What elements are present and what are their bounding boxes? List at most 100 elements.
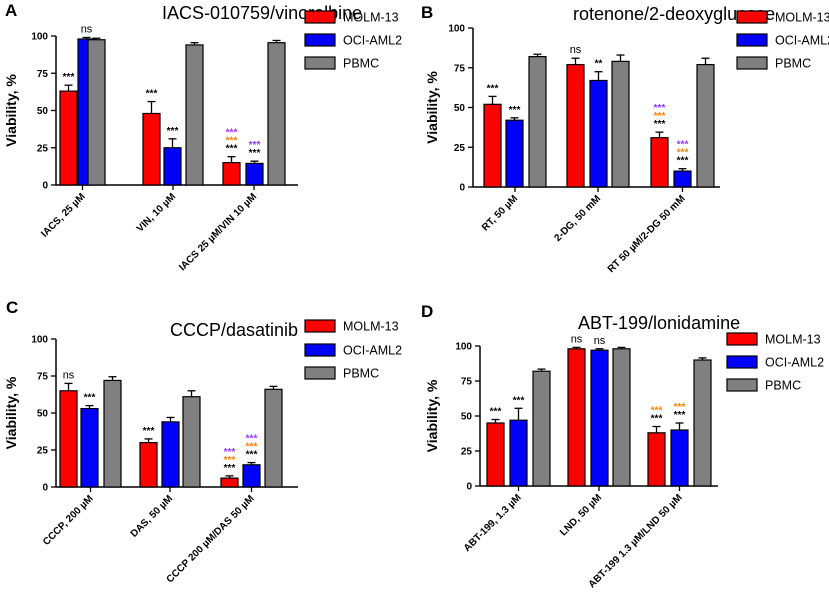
y-tick-label: 0 <box>42 483 48 494</box>
significance-stars: *** <box>226 144 238 155</box>
ns-label: ns <box>63 369 75 381</box>
bar-pbmc-1 <box>87 39 106 186</box>
legend-swatch-pbmc <box>726 378 758 392</box>
legend-swatch-pbmc <box>736 56 768 70</box>
panel-letter: D <box>421 302 433 321</box>
ns-label: ns <box>81 23 93 35</box>
significance-stars: *** <box>63 72 75 83</box>
y-axis-label: Viability, % <box>424 379 440 452</box>
legend: MOLM-13 OCI-AML2 PBMC <box>736 10 829 71</box>
bar-pbmc-2 <box>611 60 630 188</box>
panel-c: C CCCP/dasatinib Viability, % 0 25 50 75 100 ns *… <box>3 298 402 585</box>
significance-stars: *** <box>224 455 236 466</box>
legend-label: PBMC <box>775 57 811 71</box>
category-label: ABT-199, 1.3 µM <box>462 492 524 554</box>
bar-pbmc-3 <box>696 63 715 188</box>
legend-label: OCI-AML2 <box>343 344 402 358</box>
significance-stars: *** <box>654 103 666 114</box>
y-tick-label: 100 <box>448 24 465 35</box>
bar-molm-13-1 <box>59 90 78 186</box>
y-axis-label: Viability, % <box>3 74 19 147</box>
bar-oci-aml2-3 <box>245 162 264 186</box>
bar-molm-13-2 <box>139 442 158 488</box>
significance-stars: *** <box>246 450 258 461</box>
y-tick-label: 0 <box>459 183 465 194</box>
category-label: RT, 50 µM <box>480 193 520 233</box>
chart-title: ABT-199/lonidamine <box>578 313 740 333</box>
legend-label: MOLM-13 <box>343 11 399 25</box>
category-label: IACS 25 µM/VIN 10 µM <box>177 191 259 273</box>
legend-swatch-molm-13 <box>736 10 768 24</box>
y-tick-label: 100 <box>455 342 472 353</box>
significance-stars: *** <box>654 119 666 130</box>
y-tick-label: 75 <box>461 377 473 388</box>
legend-label: PBMC <box>343 367 379 381</box>
y-tick-label: 0 <box>42 181 48 192</box>
y-tick-label: 25 <box>37 143 49 154</box>
legend-swatch-molm-13 <box>726 332 758 346</box>
y-tick-label: 75 <box>454 63 466 74</box>
category-label: ABT-199 1.3 µM/LND 50 µM <box>587 492 685 590</box>
bar-molm-13-1 <box>59 390 78 488</box>
bar-oci-aml2-2 <box>163 147 182 186</box>
bar-molm-13-3 <box>222 162 241 186</box>
bar-pbmc-1 <box>528 56 547 188</box>
legend-label: MOLM-13 <box>343 320 399 334</box>
ns-label: ns <box>594 335 606 347</box>
bar-molm-13-1 <box>483 103 502 188</box>
significance-stars: *** <box>224 463 236 474</box>
significance-stars: *** <box>246 442 258 453</box>
significance-stars: *** <box>143 426 155 437</box>
chart-title: rotenone/2-deoxyglucose <box>573 4 775 24</box>
chart-title: CCCP/dasatinib <box>170 320 298 340</box>
bar-oci-aml2-3 <box>670 429 689 487</box>
bar-oci-aml2-2 <box>590 349 609 487</box>
bar-pbmc-3 <box>267 42 286 186</box>
bar-molm-13-3 <box>647 432 666 487</box>
bar-oci-aml2-3 <box>673 170 692 188</box>
y-tick-label: 25 <box>454 143 466 154</box>
bar-pbmc-1 <box>532 370 551 487</box>
bar-molm-13-2 <box>567 348 586 487</box>
legend-label: OCI-AML2 <box>343 34 402 48</box>
legend-swatch-oci-aml2 <box>304 33 336 47</box>
y-tick-label: 50 <box>37 409 49 420</box>
panel-letter: A <box>5 1 17 20</box>
significance-stars: *** <box>674 402 686 413</box>
bar-molm-13-3 <box>650 137 669 188</box>
bar-molm-13-3 <box>220 477 239 488</box>
significance-stars: *** <box>651 414 663 425</box>
significance-stars: *** <box>226 128 238 139</box>
significance-stars: *** <box>654 111 666 122</box>
significance-stars: *** <box>677 156 689 167</box>
significance-stars: *** <box>651 406 663 417</box>
significance-stars: *** <box>513 395 525 406</box>
significance-stars: *** <box>677 140 689 151</box>
legend-label: OCI-AML2 <box>775 34 829 48</box>
y-tick-label: 75 <box>37 69 49 80</box>
category-label: DAS, 50 µM <box>129 493 175 539</box>
category-label: LND, 50 µM <box>558 492 604 538</box>
y-tick-label: 0 <box>466 482 472 493</box>
y-tick-label: 50 <box>454 103 466 114</box>
bar-oci-aml2-1 <box>509 419 528 487</box>
category-label: CCCP, 200 µM <box>41 493 96 548</box>
legend-swatch-molm-13 <box>304 10 336 24</box>
bar-oci-aml2-2 <box>589 79 608 188</box>
significance-stars: *** <box>249 148 261 159</box>
significance-stars: *** <box>84 393 96 404</box>
bar-molm-13-1 <box>486 422 505 487</box>
y-axis-label: Viability, % <box>424 71 440 144</box>
panel-letter: B <box>421 3 433 22</box>
legend-label: OCI-AML2 <box>765 356 824 370</box>
significance-stars: *** <box>674 410 686 421</box>
bar-molm-13-2 <box>566 63 585 188</box>
y-tick-label: 100 <box>31 32 48 43</box>
legend-swatch-pbmc <box>304 56 336 70</box>
category-label: RT 50 µM/2-DG 50 mM <box>606 193 688 275</box>
bar-oci-aml2-1 <box>505 119 524 188</box>
significance-stars: *** <box>487 83 499 94</box>
legend-swatch-oci-aml2 <box>736 33 768 47</box>
y-tick-label: 50 <box>37 106 49 117</box>
